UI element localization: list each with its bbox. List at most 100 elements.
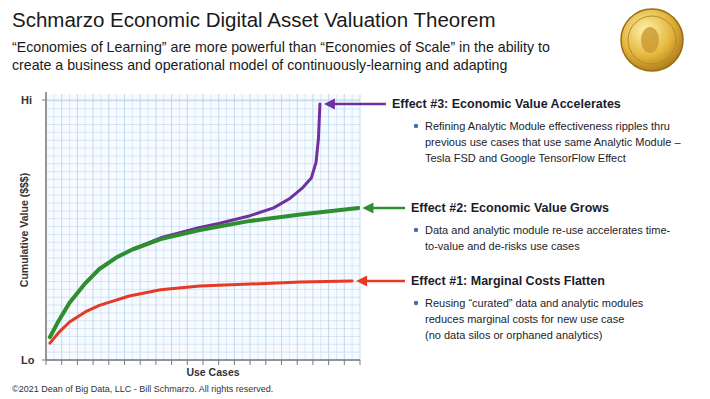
grid-line-x — [312, 94, 313, 360]
minor-grid-line — [336, 94, 337, 360]
arrow-head — [356, 275, 367, 286]
grid-line-x — [124, 94, 125, 360]
minor-grid-line — [46, 320, 360, 321]
minor-grid-line — [46, 116, 360, 117]
x-tick — [203, 360, 204, 365]
annotation-text: Reusing “curated” data and analytic modu… — [425, 297, 644, 309]
bullet — [414, 301, 418, 305]
grid-line-x — [93, 94, 94, 360]
annotation-text: to-value and de-risks use cases — [425, 240, 580, 252]
minor-grid-line — [352, 94, 353, 360]
x-tick — [250, 360, 251, 365]
legend-entry: Effect #2: Economic Value Grows — [411, 201, 609, 215]
minor-grid-line — [46, 328, 360, 329]
medal-icon — [621, 9, 683, 71]
minor-grid-line — [46, 140, 360, 141]
annotation-arrow — [333, 103, 386, 106]
x-tick — [328, 360, 329, 365]
minor-grid-line — [53, 94, 54, 360]
y-tick — [42, 360, 46, 361]
minor-grid-line — [46, 100, 360, 101]
x-tick — [155, 360, 156, 365]
minor-grid-line — [46, 155, 360, 156]
title: Schmarzo Economic Digital Asset Valuatio… — [12, 8, 496, 31]
grid-line-x — [155, 94, 156, 360]
x-tick — [124, 360, 125, 365]
x-tick — [344, 360, 345, 365]
subtitle: create a business and operational model … — [12, 57, 507, 73]
minor-grid-line — [85, 94, 86, 360]
chart: Schmarzo Economic Digital Asset Valuatio… — [0, 0, 710, 399]
annotation-text: Refining Analytic Module effectiveness r… — [425, 120, 670, 132]
minor-grid-line — [46, 163, 360, 164]
grid-line-x — [234, 94, 235, 360]
grid-line-x — [108, 94, 109, 360]
minor-grid-line — [46, 265, 360, 266]
series-line — [50, 281, 352, 343]
annotation-text: reduces marginal costs for new use case — [425, 313, 624, 325]
grid-line-x — [265, 94, 266, 360]
minor-grid-line — [46, 336, 360, 337]
annotation-text: Tesla FSD and Google TensorFlow Effect — [425, 152, 626, 164]
minor-grid-line — [257, 94, 258, 360]
minor-grid-line — [289, 94, 290, 360]
subtitle: “Economies of Learning” are more powerfu… — [12, 39, 550, 55]
x-tick — [171, 360, 172, 365]
minor-grid-line — [148, 94, 149, 360]
minor-grid-line — [179, 94, 180, 360]
page: {"chart_data": { "type": "line", "title"… — [0, 0, 710, 399]
grid — [46, 94, 360, 360]
grid-line-x — [140, 94, 141, 360]
minor-grid-line — [46, 257, 360, 258]
annotation-text: Data and analytic module re-use accelera… — [425, 224, 671, 236]
medal-profile — [641, 27, 659, 53]
grid-line-x — [297, 94, 298, 360]
grid-line-x — [77, 94, 78, 360]
minor-grid-line — [46, 242, 360, 243]
x-tick — [93, 360, 94, 365]
minor-grid-line — [46, 305, 360, 306]
minor-grid-line — [242, 94, 243, 360]
x-tick — [77, 360, 78, 365]
footer: ©2021 Dean of Big Data, LLC - Bill Schma… — [12, 384, 273, 394]
series-line — [50, 208, 359, 337]
annotations: Effect #1: Marginal Costs Flatten Reusing… — [324, 97, 682, 341]
bullet — [414, 124, 418, 128]
minor-grid-line — [46, 297, 360, 298]
y-axis-line — [45, 92, 47, 360]
grid-line-x — [281, 94, 282, 360]
x-tick — [281, 360, 282, 365]
x-tick — [46, 360, 47, 365]
minor-grid-line — [46, 195, 360, 196]
arrow-head — [362, 202, 373, 213]
minor-grid-line — [46, 132, 360, 133]
grid-line-x — [360, 94, 361, 360]
x-axis-label: Use Cases — [186, 366, 239, 378]
grid-line-x — [328, 94, 329, 360]
medal-ring — [628, 16, 676, 64]
x-tick — [218, 360, 219, 365]
y-axis-label: Cumulative Value ($$$) — [18, 173, 30, 287]
x-tick — [61, 360, 62, 365]
minor-grid-line — [46, 124, 360, 125]
annotation-text: previous use cases that use same Analyti… — [425, 136, 681, 148]
x-tick — [360, 360, 361, 365]
minor-grid-line — [46, 179, 360, 180]
annotation-arrow — [365, 280, 405, 283]
grid-line-x — [250, 94, 251, 360]
annotation-text: (no data silos or orphaned analytics) — [425, 329, 602, 341]
minor-grid-line — [46, 108, 360, 109]
plot-background — [46, 94, 360, 360]
minor-grid-line — [100, 94, 101, 360]
legend-entry: Effect #1: Marginal Costs Flatten — [411, 274, 605, 288]
series-line — [50, 104, 320, 337]
grid-line-x — [344, 94, 345, 360]
minor-grid-line — [46, 289, 360, 290]
axes: LoHiUse CasesCumulative Value ($$$) — [18, 92, 360, 378]
minor-grid-line — [46, 187, 360, 188]
minor-grid-line — [116, 94, 117, 360]
y-tick-label: Hi — [21, 94, 32, 106]
y-tick — [42, 100, 46, 101]
minor-grid-line — [132, 94, 133, 360]
grid-line-y — [46, 100, 360, 101]
